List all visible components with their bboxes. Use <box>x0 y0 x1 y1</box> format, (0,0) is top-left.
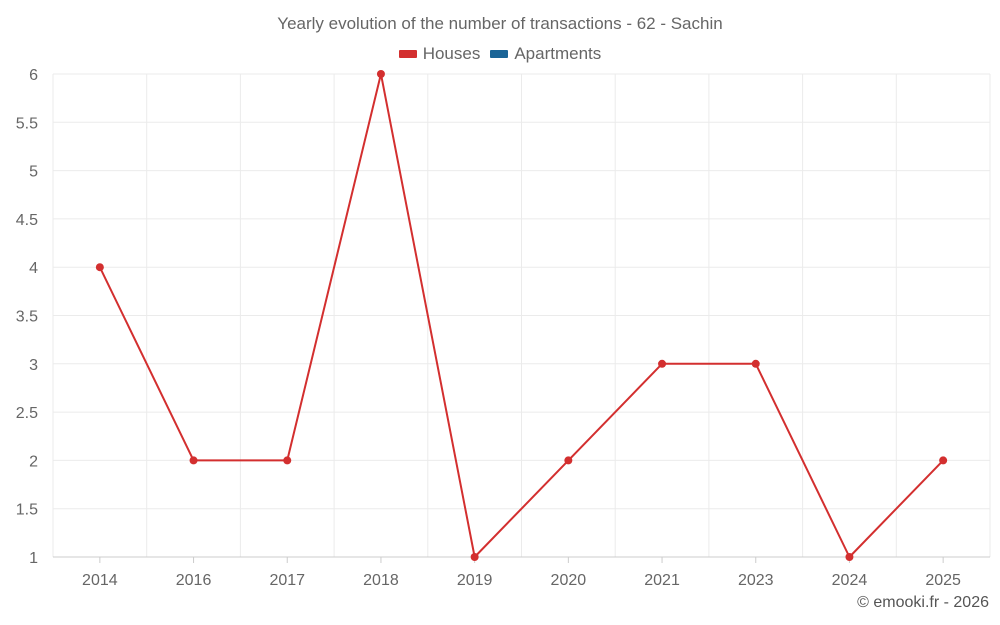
y-tick-label: 6 <box>29 67 38 84</box>
x-tick-label: 2024 <box>832 572 868 589</box>
data-point <box>95 263 104 272</box>
legend-label-apartments: Apartments <box>514 44 602 63</box>
x-tick-label: 2016 <box>176 572 212 589</box>
x-tick-label: 2020 <box>551 572 587 589</box>
legend-item-houses[interactable]: Houses <box>398 44 481 64</box>
chart-legend: Houses Apartments <box>0 44 1000 64</box>
legend-item-apartments[interactable]: Apartments <box>490 44 601 64</box>
data-point <box>939 456 948 465</box>
y-tick-label: 1 <box>29 550 38 567</box>
y-tick-label: 5.5 <box>16 115 38 132</box>
legend-label-houses: Houses <box>422 44 481 63</box>
y-tick-label: 5 <box>29 164 38 181</box>
x-tick-label: 2021 <box>644 572 680 589</box>
x-tick-label: 2019 <box>457 572 493 589</box>
data-point <box>845 553 854 561</box>
data-point <box>564 456 573 465</box>
data-point <box>470 553 479 561</box>
y-tick-label: 3.5 <box>16 309 38 326</box>
y-tick-label: 4 <box>29 260 38 277</box>
data-point <box>376 70 385 78</box>
credit-text: © emooki.fr - 2026 <box>857 594 989 611</box>
x-tick-label: 2017 <box>269 572 305 589</box>
y-tick-label: 2 <box>29 453 38 470</box>
series-line-houses <box>98 73 944 558</box>
x-tick-label: 2023 <box>738 572 774 589</box>
y-tick-label: 1.5 <box>16 502 38 519</box>
y-tick-label: 4.5 <box>16 212 38 229</box>
y-tick-label: 3 <box>29 357 38 374</box>
data-point <box>658 359 667 368</box>
data-point <box>283 456 292 465</box>
legend-swatch-apartments <box>490 50 509 58</box>
y-tick-label: 2.5 <box>16 405 38 422</box>
x-tick-label: 2014 <box>82 572 118 589</box>
legend-swatch-houses <box>398 50 417 58</box>
chart-title: Yearly evolution of the number of transa… <box>277 14 723 33</box>
data-point <box>189 456 198 465</box>
x-tick-label: 2018 <box>363 572 399 589</box>
data-point <box>751 359 760 368</box>
x-tick-label: 2025 <box>925 572 961 589</box>
